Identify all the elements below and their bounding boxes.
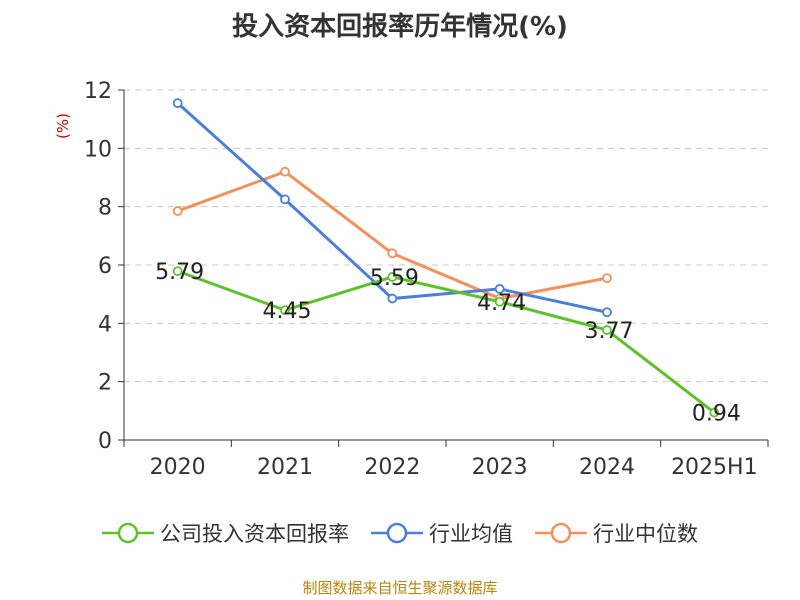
legend-line-circle-icon xyxy=(102,522,154,544)
y-axis-label: (%) xyxy=(54,113,72,139)
y-tick-label: 4 xyxy=(98,312,112,337)
data-label: 5.59 xyxy=(370,266,419,291)
x-tick-label: 2025H1 xyxy=(671,455,758,480)
data-label: 3.77 xyxy=(585,319,634,344)
data-label: 4.45 xyxy=(263,299,312,324)
x-tick-label: 2023 xyxy=(472,455,528,480)
data-label: 0.94 xyxy=(692,402,741,427)
data-point xyxy=(602,273,612,284)
data-source: 制图数据来自恒生聚源数据库 xyxy=(302,579,498,597)
data-point xyxy=(602,325,612,335)
data-label: 4.74 xyxy=(477,291,526,316)
y-tick-label: 12 xyxy=(84,79,112,104)
y-tick-label: 8 xyxy=(98,196,112,221)
data-point xyxy=(280,194,290,205)
data-point xyxy=(280,305,290,316)
legend: 公司投入资本回报率 行业均值 行业中位数 xyxy=(0,518,800,548)
legend-item[interactable]: 行业均值 xyxy=(371,518,513,548)
data-point xyxy=(494,284,505,294)
series-line xyxy=(177,269,716,414)
legend-label: 公司投入资本回报率 xyxy=(160,522,349,546)
chart-title: 投入资本回报率历年情况(%) xyxy=(232,12,568,42)
data-label: 5.79 xyxy=(155,260,204,285)
data-point xyxy=(494,296,505,307)
data-point xyxy=(709,407,720,418)
y-tick-label: 2 xyxy=(98,371,112,396)
x-tick-label: 2021 xyxy=(257,455,313,480)
x-tick-label: 2024 xyxy=(579,455,635,480)
legend-label: 行业中位数 xyxy=(593,522,698,546)
data-point xyxy=(387,293,398,304)
y-tick-label: 6 xyxy=(98,254,112,279)
data-point xyxy=(387,248,398,259)
legend-item[interactable]: 行业中位数 xyxy=(535,518,698,548)
y-tick-label: 0 xyxy=(98,429,112,454)
y-tick-label: 10 xyxy=(84,137,112,162)
data-point xyxy=(387,272,398,282)
series-layer xyxy=(172,98,720,418)
data-point xyxy=(172,266,183,277)
x-tick-label: 2020 xyxy=(150,455,206,480)
data-point xyxy=(172,98,183,109)
legend-line-circle-icon xyxy=(371,522,423,544)
legend-label: 行业均值 xyxy=(429,522,513,546)
grid-layer xyxy=(124,89,768,383)
label-layer: 5.79 4.45 5.59 4.74 3.77 0.94 xyxy=(155,260,741,426)
legend-item[interactable]: 公司投入资本回报率 xyxy=(102,518,349,548)
data-point xyxy=(602,307,612,318)
data-point xyxy=(172,206,183,216)
legend-line-circle-icon xyxy=(535,522,587,544)
axis-layer: 0 2 4 6 8 10 12 (%) 2020 2021 2022 2023 2024 2025H1 xyxy=(54,79,769,480)
x-tick-label: 2022 xyxy=(364,455,420,480)
data-point xyxy=(280,166,290,177)
